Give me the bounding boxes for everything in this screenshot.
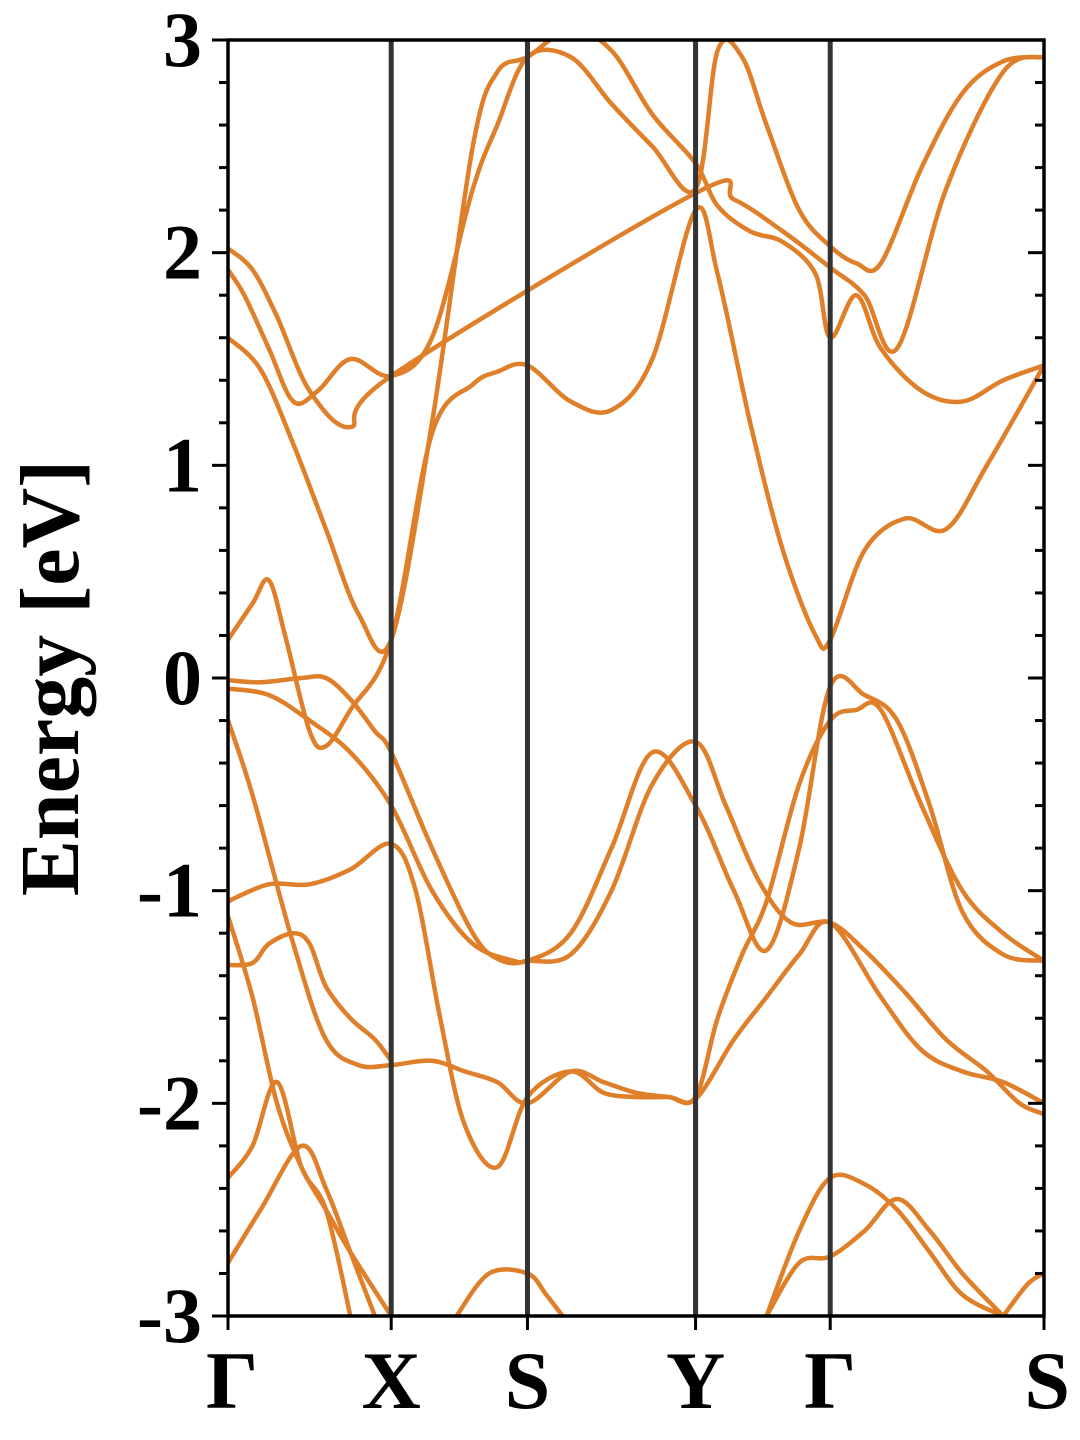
band-line-7 bbox=[228, 40, 1044, 407]
axes-frame bbox=[226, 38, 1046, 1318]
band-line-1 bbox=[228, 718, 1044, 1106]
band-line-9 bbox=[228, 930, 394, 1064]
band-lines bbox=[228, 40, 1044, 1316]
band-line-10 bbox=[228, 913, 394, 1316]
x-kpoint-label: S bbox=[505, 1335, 551, 1426]
band-line-13 bbox=[454, 1267, 565, 1316]
y-tick-label: 1 bbox=[163, 421, 202, 508]
band-line-4 bbox=[228, 673, 1044, 966]
band-line-14 bbox=[764, 1196, 1006, 1316]
x-kpoint-label: Γ bbox=[206, 1335, 258, 1426]
x-kpoint-label: Γ bbox=[804, 1335, 856, 1426]
y-tick-label: 2 bbox=[163, 209, 202, 296]
band-line-8 bbox=[228, 54, 1044, 430]
band-line-16 bbox=[1000, 1271, 1044, 1316]
plot-frame bbox=[226, 38, 1046, 1318]
x-kpoint-label: S bbox=[1024, 1335, 1070, 1426]
y-axis-ticks: -3 -2 -1 0 1 2 3 bbox=[137, 0, 1044, 1359]
band-line-15 bbox=[764, 1172, 1006, 1316]
y-tick-label: 0 bbox=[163, 634, 202, 721]
y-tick-label: -2 bbox=[137, 1059, 202, 1146]
y-tick-label: -3 bbox=[137, 1272, 202, 1359]
band-line-11 bbox=[228, 1079, 353, 1316]
band-line-2 bbox=[228, 700, 1044, 1170]
band-line-6 bbox=[228, 40, 1044, 654]
x-kpoint-label: X bbox=[362, 1335, 421, 1426]
y-tick-label: 3 bbox=[163, 0, 202, 83]
y-tick-label: -1 bbox=[137, 847, 202, 934]
y-axis-title: Energy [eV] bbox=[4, 460, 97, 896]
high-symmetry-lines bbox=[388, 40, 833, 1316]
x-kpoint-label: Y bbox=[666, 1335, 725, 1426]
band-line-5 bbox=[228, 205, 1044, 751]
band-line-3 bbox=[228, 686, 1044, 1117]
band-line-12 bbox=[228, 1143, 378, 1316]
